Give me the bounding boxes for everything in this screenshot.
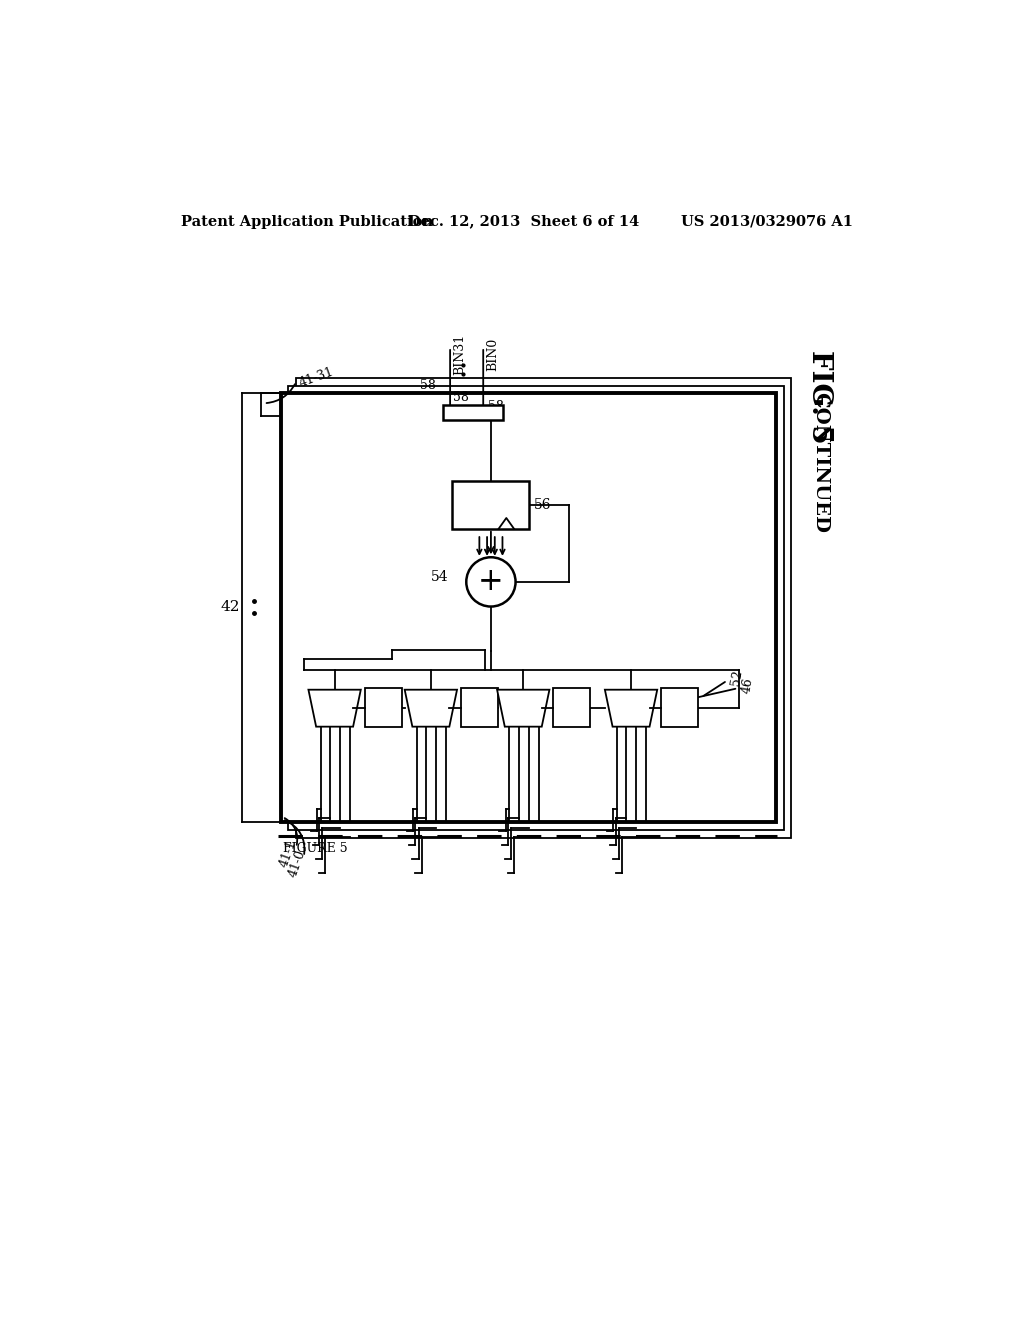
Circle shape <box>466 557 515 607</box>
Text: BIN31: BIN31 <box>454 334 466 375</box>
Bar <box>281 393 776 822</box>
Bar <box>296 378 792 838</box>
Bar <box>289 385 783 830</box>
Text: 42: 42 <box>221 601 241 614</box>
Bar <box>461 688 498 726</box>
Polygon shape <box>404 689 457 726</box>
Text: 58: 58 <box>454 391 469 404</box>
Polygon shape <box>605 689 657 726</box>
Text: +: + <box>478 566 504 598</box>
Text: US 2013/0329076 A1: US 2013/0329076 A1 <box>681 215 853 228</box>
Text: 41-1: 41-1 <box>276 838 299 869</box>
Text: Dec. 12, 2013  Sheet 6 of 14: Dec. 12, 2013 Sheet 6 of 14 <box>408 215 639 228</box>
Text: 41-0: 41-0 <box>286 849 308 879</box>
Text: CONTINUED: CONTINUED <box>811 392 828 533</box>
Text: 52: 52 <box>729 668 744 686</box>
Text: FIGURE 5: FIGURE 5 <box>283 842 347 855</box>
Text: 58: 58 <box>421 379 436 392</box>
Text: 58: 58 <box>487 400 504 413</box>
Polygon shape <box>308 689 360 726</box>
Bar <box>662 688 698 726</box>
Text: BIN0: BIN0 <box>486 338 500 371</box>
Text: 46: 46 <box>739 676 756 694</box>
Bar <box>553 688 590 726</box>
Polygon shape <box>497 689 550 726</box>
Text: 41-31: 41-31 <box>298 364 336 389</box>
Bar <box>443 405 503 420</box>
Text: Patent Application Publication: Patent Application Publication <box>180 215 432 228</box>
Text: FIG. 5: FIG. 5 <box>806 350 834 444</box>
Bar <box>365 688 401 726</box>
Text: 56: 56 <box>535 498 552 512</box>
Bar <box>453 480 529 529</box>
Text: 54: 54 <box>431 570 449 585</box>
